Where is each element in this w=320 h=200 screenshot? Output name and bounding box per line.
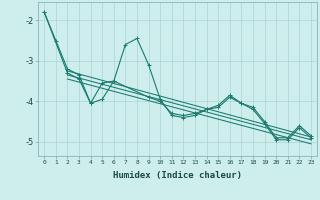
X-axis label: Humidex (Indice chaleur): Humidex (Indice chaleur): [113, 171, 242, 180]
